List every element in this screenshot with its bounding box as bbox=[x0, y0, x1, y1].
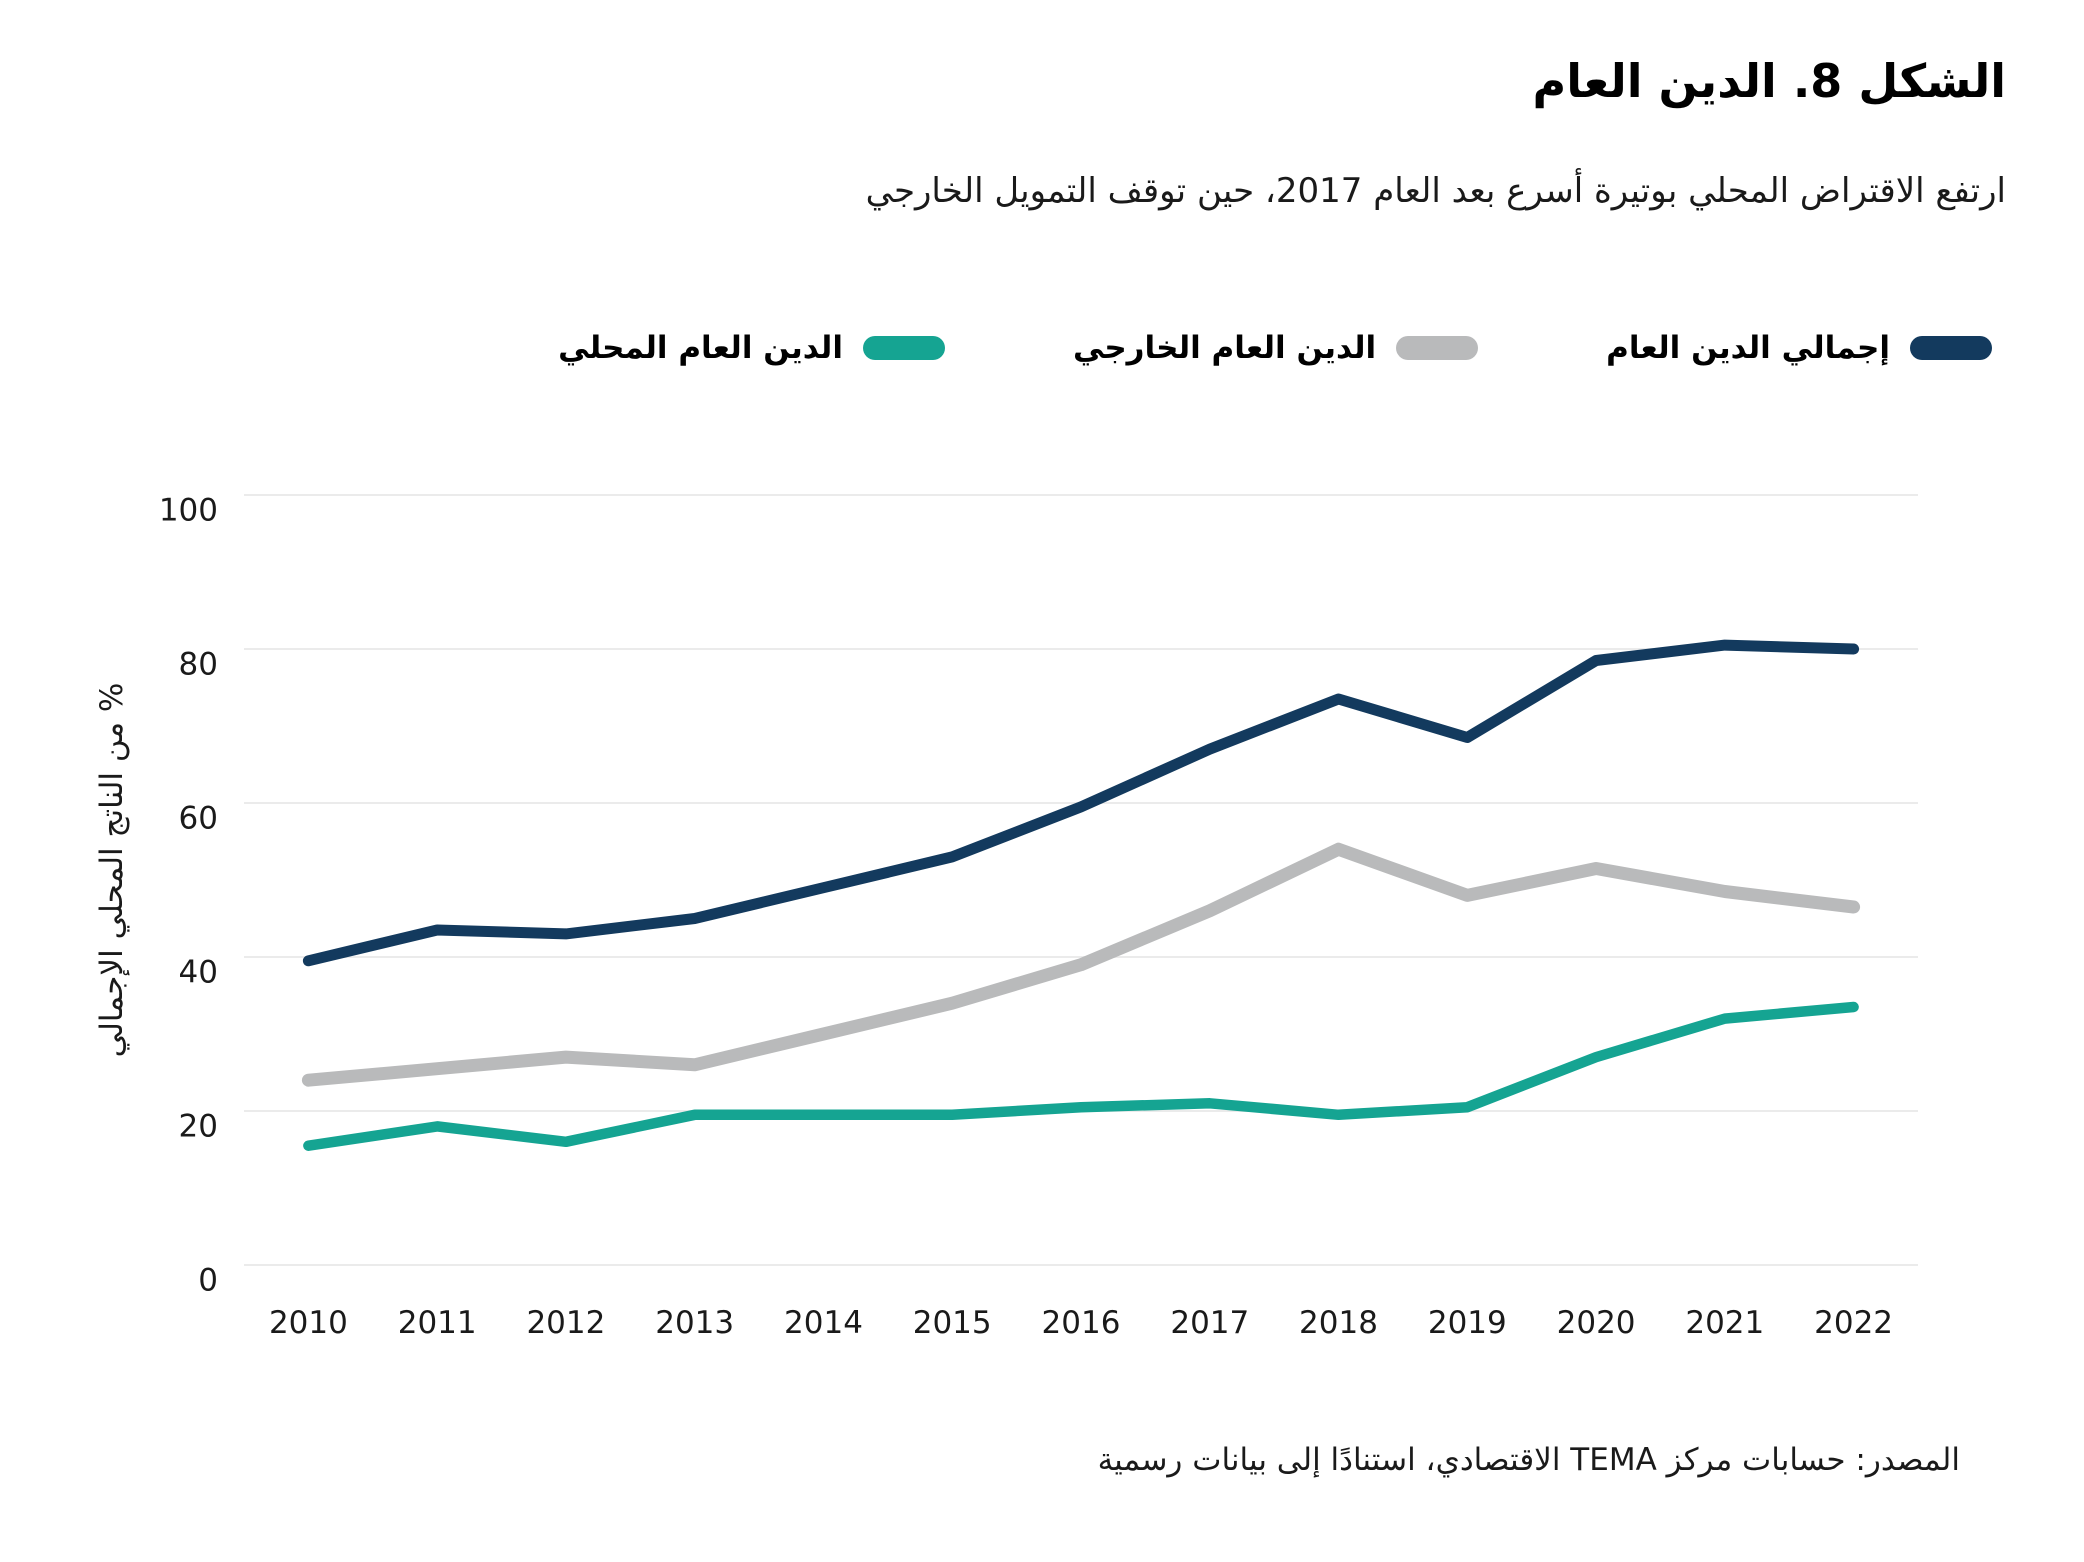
y-tick-80: 80 bbox=[179, 647, 218, 683]
legend-item-total: إجمالي الدين العام bbox=[1606, 330, 1992, 366]
legend-swatch-total-icon bbox=[1910, 336, 1992, 360]
x-tick-2021: 2021 bbox=[1685, 1305, 1764, 1341]
legend-item-domestic: الدين العام المحلي bbox=[558, 330, 945, 366]
x-tick-2017: 2017 bbox=[1170, 1305, 1249, 1341]
x-tick-2014: 2014 bbox=[784, 1305, 863, 1341]
legend-label-external: الدين العام الخارجي bbox=[1072, 330, 1377, 366]
line-domestic bbox=[303, 1001, 1859, 1151]
x-tick-2016: 2016 bbox=[1042, 1305, 1121, 1341]
y-tick-60: 60 bbox=[179, 801, 218, 837]
x-tick-2013: 2013 bbox=[655, 1305, 734, 1341]
chart-legend: إجمالي الدين العام الدين العام الخارجي ا… bbox=[80, 320, 1992, 376]
y-tick-100: 100 bbox=[159, 493, 218, 529]
y-tick-40: 40 bbox=[179, 955, 218, 991]
x-tick-2019: 2019 bbox=[1428, 1305, 1507, 1341]
legend-item-external: الدين العام الخارجي bbox=[1072, 330, 1479, 366]
legend-label-domestic: الدين العام المحلي bbox=[558, 330, 843, 366]
legend-swatch-external-icon bbox=[1396, 336, 1479, 360]
y-tick-20: 20 bbox=[179, 1109, 218, 1145]
line-total bbox=[302, 639, 1860, 967]
line-chart: 0 20 40 60 80 100 2010 2011 2012 2013 2014 2015 2016… bbox=[159, 493, 1918, 1341]
legend-label-total: إجمالي الدين العام bbox=[1606, 330, 1890, 366]
x-tick-2020: 2020 bbox=[1557, 1305, 1636, 1341]
legend-swatch-domestic-icon bbox=[862, 336, 945, 360]
x-tick-2015: 2015 bbox=[913, 1305, 992, 1341]
figure-title: الشكل 8. الدين العام bbox=[1532, 54, 2006, 108]
x-tick-2010: 2010 bbox=[269, 1305, 348, 1341]
x-tick-2011: 2011 bbox=[398, 1305, 477, 1341]
x-tick-2018: 2018 bbox=[1299, 1305, 1378, 1341]
x-tick-2012: 2012 bbox=[526, 1305, 605, 1341]
source-note: المصدر: حسابات مركز TEMA الاقتصادي، استن… bbox=[1097, 1442, 1960, 1478]
line-external bbox=[301, 842, 1861, 1087]
figure-subtitle: ارتفع الاقتراض المحلي بوتيرة أسرع بعد ال… bbox=[865, 171, 2006, 211]
y-tick-0: 0 bbox=[198, 1263, 218, 1299]
x-tick-2022: 2022 bbox=[1814, 1305, 1893, 1341]
